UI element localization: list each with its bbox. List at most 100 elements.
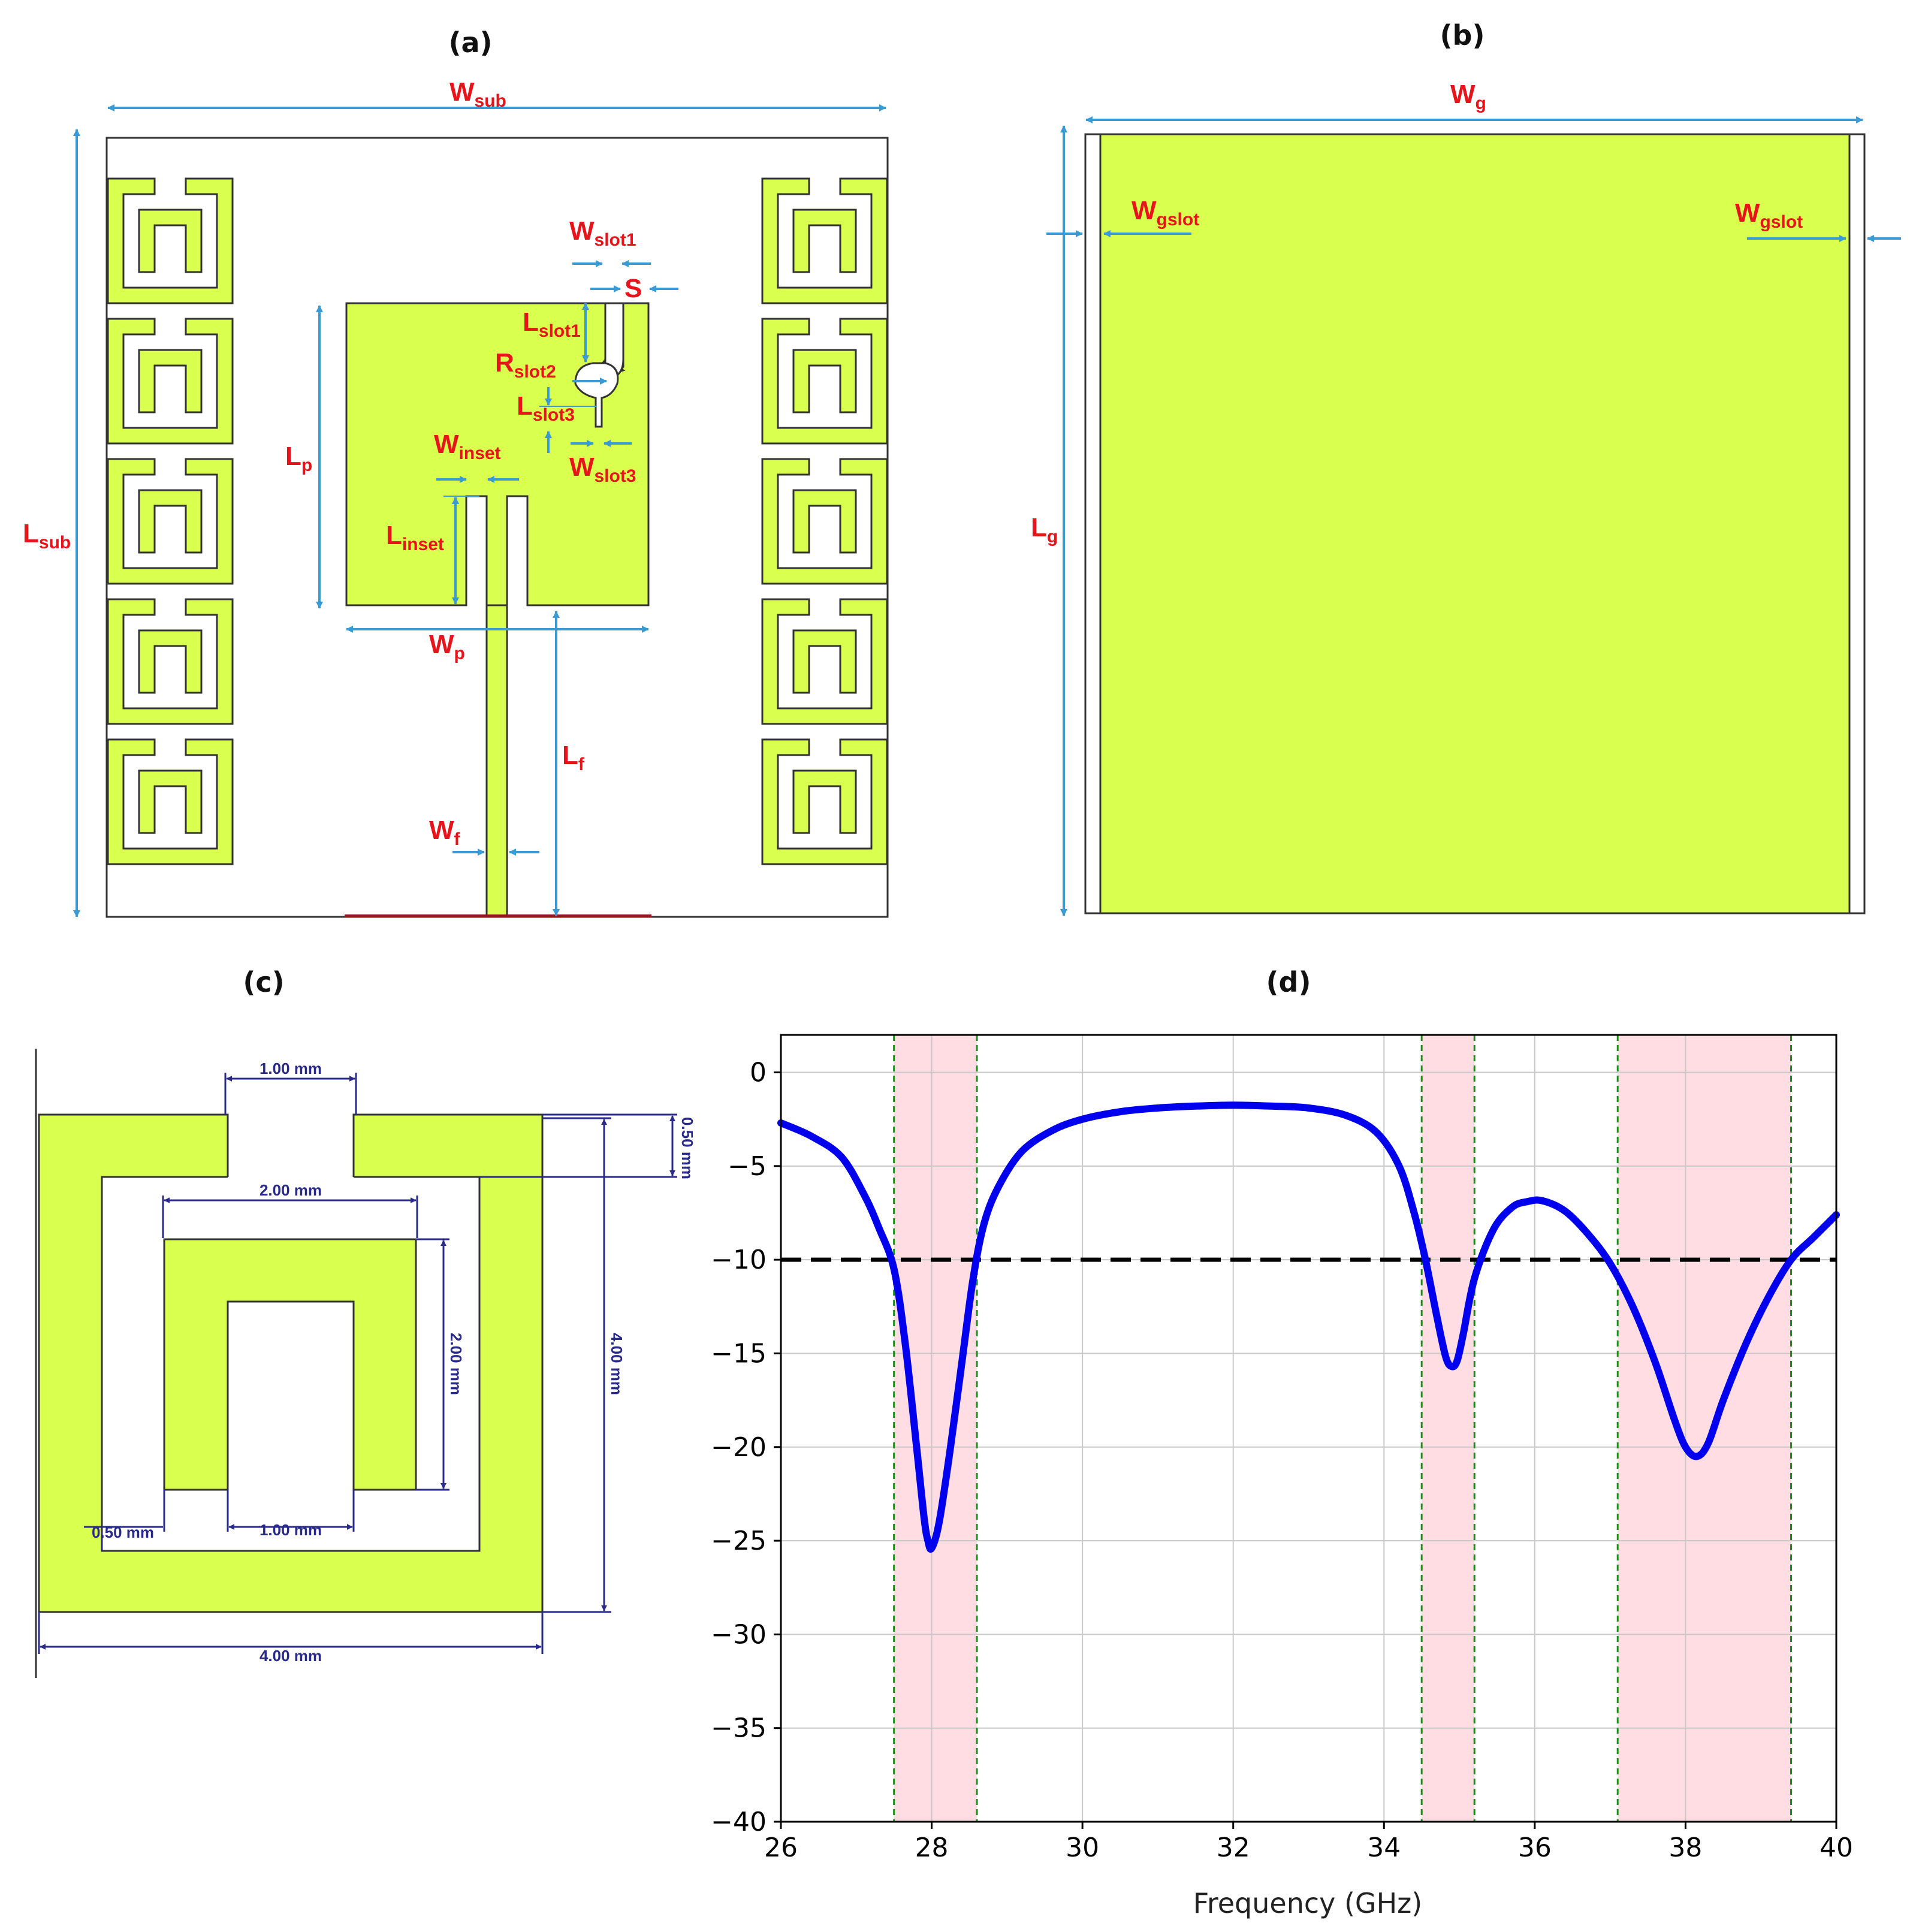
y-tick--5: −5	[728, 1151, 767, 1182]
x-tick-32: 32	[1217, 1833, 1250, 1863]
feed-line	[485, 604, 508, 918]
srr-left-1-outer	[107, 177, 234, 304]
y-tick-labels: 0 −5 −10 −15 −20 −25 −30 −35 −40	[711, 1058, 781, 1837]
x-axis-label: Frequency (GHz)	[1193, 1887, 1423, 1919]
srr-right-2-outer	[761, 318, 888, 445]
srr-left-2	[107, 318, 234, 445]
y-tick--20: −20	[711, 1432, 767, 1463]
srr-right-2	[761, 318, 888, 445]
dim-left-small-text: 0.50 mm	[92, 1523, 154, 1541]
label-lp: Lp	[285, 442, 312, 475]
y-tick--10: −10	[711, 1245, 767, 1275]
label-wslot3: Wslot3	[569, 452, 636, 486]
srr-right-2-inner	[792, 349, 857, 413]
x-tick-30: 30	[1066, 1833, 1099, 1863]
dim-right-small-text: 0.50 mm	[678, 1117, 696, 1179]
srr-right-4-outer	[761, 598, 888, 725]
label-lsub: Lsub	[23, 519, 71, 553]
srr-right-1-inner	[792, 209, 857, 273]
y-tick--35: −35	[711, 1713, 767, 1744]
srr-inner-ring	[163, 1238, 417, 1491]
dim-outer-height-text: 4.00 mm	[608, 1333, 626, 1395]
srr-right-5-outer	[761, 738, 888, 865]
chart-band-edges	[893, 1035, 1793, 1822]
x-tick-34: 34	[1367, 1833, 1401, 1863]
srr-right-5-inner	[792, 769, 857, 834]
srr-right-5	[761, 738, 888, 865]
x-tick-40: 40	[1820, 1833, 1853, 1863]
panel-b-ground-view: Wg Lg Wgslot Wgslot	[1031, 80, 1901, 916]
panel-b-title: (b)	[1440, 19, 1485, 52]
srr-left-4-outer	[107, 598, 234, 725]
label-wp: Wp	[429, 630, 465, 663]
panel-a-title: (a)	[448, 26, 492, 59]
label-wsub: Wsub	[449, 77, 506, 111]
srr-left-3-inner	[138, 489, 203, 554]
panel-d-title: (d)	[1266, 966, 1311, 998]
band-1	[894, 1035, 977, 1822]
label-winset: Winset	[434, 430, 501, 463]
srr-left-2-outer	[107, 318, 234, 445]
panel-c-srr-detail: 1.00 mm 2.00 mm 0.50 mm 2.00 mm 4.00 mm …	[35, 1049, 696, 1678]
label-lg: Lg	[1031, 513, 1058, 547]
srr-outer-gap	[228, 1115, 354, 1178]
chart-bands	[894, 1035, 1791, 1822]
srr-right-4-inner	[792, 629, 857, 694]
band-3	[1618, 1035, 1791, 1822]
ground-plane	[1099, 133, 1851, 914]
label-wg: Wg	[1450, 80, 1486, 113]
srr-left-3-outer	[107, 458, 234, 585]
y-tick--25: −25	[711, 1526, 767, 1556]
label-wslot1: Wslot1	[569, 216, 636, 250]
label-rslot2: Rslot2	[495, 348, 556, 382]
s11-curve	[777, 1101, 1840, 1553]
label-linset: Linset	[386, 521, 444, 554]
dim-outer-width-text: 4.00 mm	[260, 1647, 322, 1665]
srr-left-5-outer	[107, 738, 234, 865]
x-tick-28: 28	[915, 1833, 949, 1863]
srr-left-5	[107, 738, 234, 865]
label-lslot3: Lslot3	[517, 391, 575, 425]
srr-left-4	[107, 598, 234, 725]
label-wf: Wf	[429, 816, 461, 849]
srr-left-1	[107, 177, 234, 304]
patch-slot-ring	[574, 362, 619, 428]
dim-inner-width-text: 2.00 mm	[260, 1181, 322, 1199]
label-wgslot-left: Wgslot	[1132, 196, 1199, 230]
x-tick-38: 38	[1668, 1833, 1702, 1863]
dim-inner-height-text: 2.00 mm	[447, 1333, 465, 1395]
srr-right-4	[761, 598, 888, 725]
y-tick--40: −40	[711, 1807, 767, 1837]
dim-top-gap-text: 1.00 mm	[260, 1059, 322, 1077]
x-tick-labels: 26 28 30 32 34 36 38 40	[764, 1822, 1853, 1863]
dim-bottom-gap-text: 1.00 mm	[260, 1521, 322, 1539]
panel-c-title: (c)	[243, 966, 284, 998]
srr-left-3	[107, 458, 234, 585]
srr-column-left	[107, 177, 234, 865]
feed-port	[345, 914, 651, 917]
x-tick-36: 36	[1518, 1833, 1552, 1863]
y-tick-0: 0	[750, 1058, 767, 1088]
chart-grid	[780, 1035, 1837, 1822]
chart-frame	[780, 1034, 1837, 1823]
label-lf: Lf	[562, 741, 585, 774]
srr-left-5-inner	[138, 769, 203, 834]
y-tick--30: −30	[711, 1619, 767, 1650]
panel-a-top-view: Wsub Lsub Wslot1 S Lslot1 Rslot2 Lslot3 …	[23, 77, 889, 918]
srr-left-1-inner	[138, 209, 203, 273]
band-2	[1422, 1035, 1475, 1822]
y-tick--15: −15	[711, 1338, 767, 1369]
srr-left-2-inner	[138, 349, 203, 413]
label-lslot1: Lslot1	[523, 307, 581, 341]
srr-column-right	[761, 177, 888, 865]
panel-d-s11-chart: 26 28 30 32 34 36 38 40 0 −5 −10 −15 −20 −25 −30 −35 −4…	[711, 1034, 1853, 1919]
srr-right-3	[761, 458, 888, 585]
srr-left-4-inner	[138, 629, 203, 694]
label-s: S	[624, 274, 642, 303]
srr-right-3-inner	[792, 489, 857, 554]
srr-right-3-outer	[761, 458, 888, 585]
x-tick-26: 26	[764, 1833, 798, 1863]
srr-right-1-outer	[761, 177, 888, 304]
srr-right-1	[761, 177, 888, 304]
